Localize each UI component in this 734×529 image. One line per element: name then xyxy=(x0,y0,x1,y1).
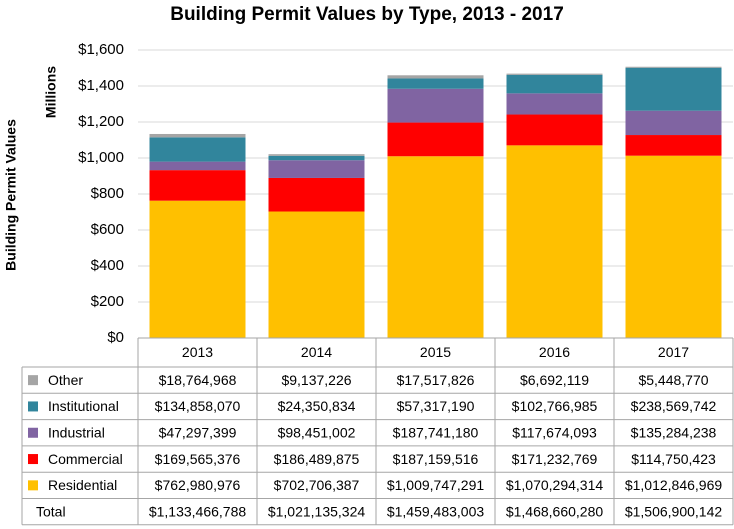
legend-swatch xyxy=(28,375,38,386)
bar-segment xyxy=(268,211,365,338)
table-cell: $171,232,769 xyxy=(512,451,598,467)
bar-segment xyxy=(149,200,246,338)
bar-segment xyxy=(387,122,484,157)
legend-label: Other xyxy=(48,372,83,388)
x-tick-label: 2016 xyxy=(539,344,570,360)
chart-title: Building Permit Values by Type, 2013 - 2… xyxy=(170,4,564,25)
legend-swatch xyxy=(28,454,38,465)
table-cell: $5,448,770 xyxy=(638,372,708,388)
legend-swatch xyxy=(28,427,38,438)
legend-label: Residential xyxy=(48,477,117,493)
y-tick-label: $1,200 xyxy=(78,113,124,130)
y-tick-label: $600 xyxy=(91,221,124,238)
table-cell: $135,284,238 xyxy=(631,424,717,440)
y-tick-label: $1,400 xyxy=(78,77,124,94)
table-cell: $169,565,376 xyxy=(155,451,241,467)
bar-segment xyxy=(625,66,722,68)
bar-segment xyxy=(506,73,603,75)
table-cell: $134,858,070 xyxy=(155,398,241,414)
table-cell: $47,297,399 xyxy=(159,424,237,440)
table-cell: $1,133,466,788 xyxy=(149,503,247,519)
bar-segment xyxy=(268,160,365,178)
bar-segment xyxy=(625,135,722,156)
x-tick-label: 2014 xyxy=(301,344,332,360)
table-cell: $114,750,423 xyxy=(631,451,716,467)
table-cell: $1,070,294,314 xyxy=(506,477,604,493)
table-cell: $1,021,135,324 xyxy=(268,503,366,519)
table-cell: $17,517,826 xyxy=(397,372,475,388)
bar-segment xyxy=(387,88,484,123)
table-cell: $187,159,516 xyxy=(393,451,479,467)
bar-segment xyxy=(387,75,484,79)
bar-segment xyxy=(506,93,603,115)
table-cell: $18,764,968 xyxy=(159,372,237,388)
table-cell: $1,009,747,291 xyxy=(387,477,485,493)
bar-segment xyxy=(625,110,722,136)
legend-swatch xyxy=(28,480,38,491)
legend-label: Institutional xyxy=(48,398,119,414)
bar-segment xyxy=(506,114,603,146)
bar-segment xyxy=(506,74,603,94)
legend-swatch xyxy=(28,401,38,412)
table-cell: $102,766,985 xyxy=(512,398,598,414)
table-cell: $24,350,834 xyxy=(278,398,356,414)
x-tick-label: 2015 xyxy=(420,344,451,360)
table-cell: $187,741,180 xyxy=(393,424,479,440)
table-cell: $6,692,119 xyxy=(520,372,589,388)
bar-segment xyxy=(387,78,484,89)
y-unit-label: Millions xyxy=(43,66,59,118)
x-tick-label: 2017 xyxy=(658,344,689,360)
total-label: Total xyxy=(36,503,66,519)
y-axis-label: Building Permit Values xyxy=(3,119,19,271)
y-tick-label: $400 xyxy=(91,257,124,274)
table-cell: $9,137,226 xyxy=(281,372,351,388)
bar-segment xyxy=(149,161,246,171)
bar-segment xyxy=(149,133,246,138)
y-tick-label: $200 xyxy=(91,293,124,310)
table-cell: $238,569,742 xyxy=(631,398,717,414)
y-tick-label: $1,000 xyxy=(78,149,124,166)
table-cell: $186,489,875 xyxy=(274,451,360,467)
bar-segment xyxy=(268,177,365,212)
legend-label: Commercial xyxy=(48,451,123,467)
table-cell: $1,459,483,003 xyxy=(387,503,485,519)
bar-segment xyxy=(149,137,246,162)
x-tick-label: 2013 xyxy=(182,344,213,360)
table-cell: $57,317,190 xyxy=(397,398,475,414)
bar-segment xyxy=(625,155,722,338)
table-cell: $1,468,660,280 xyxy=(506,503,604,519)
y-tick-label: $0 xyxy=(107,329,124,346)
table-cell: $1,506,900,142 xyxy=(625,503,723,519)
y-tick-label: $1,600 xyxy=(78,41,124,58)
legend-label: Industrial xyxy=(48,424,105,440)
bar-segment xyxy=(268,155,365,161)
table-cell: $702,706,387 xyxy=(274,477,360,493)
bar-segment xyxy=(387,156,484,338)
y-tick-label: $800 xyxy=(91,185,124,202)
table-cell: $98,451,002 xyxy=(278,424,356,440)
table-cell: $117,674,093 xyxy=(512,424,597,440)
bar-segment xyxy=(625,67,722,111)
bar-segment xyxy=(149,170,246,201)
table-cell: $762,980,976 xyxy=(155,477,241,493)
bar-segment xyxy=(506,145,603,338)
table-cell: $1,012,846,969 xyxy=(625,477,723,493)
bar-segment xyxy=(268,154,365,156)
